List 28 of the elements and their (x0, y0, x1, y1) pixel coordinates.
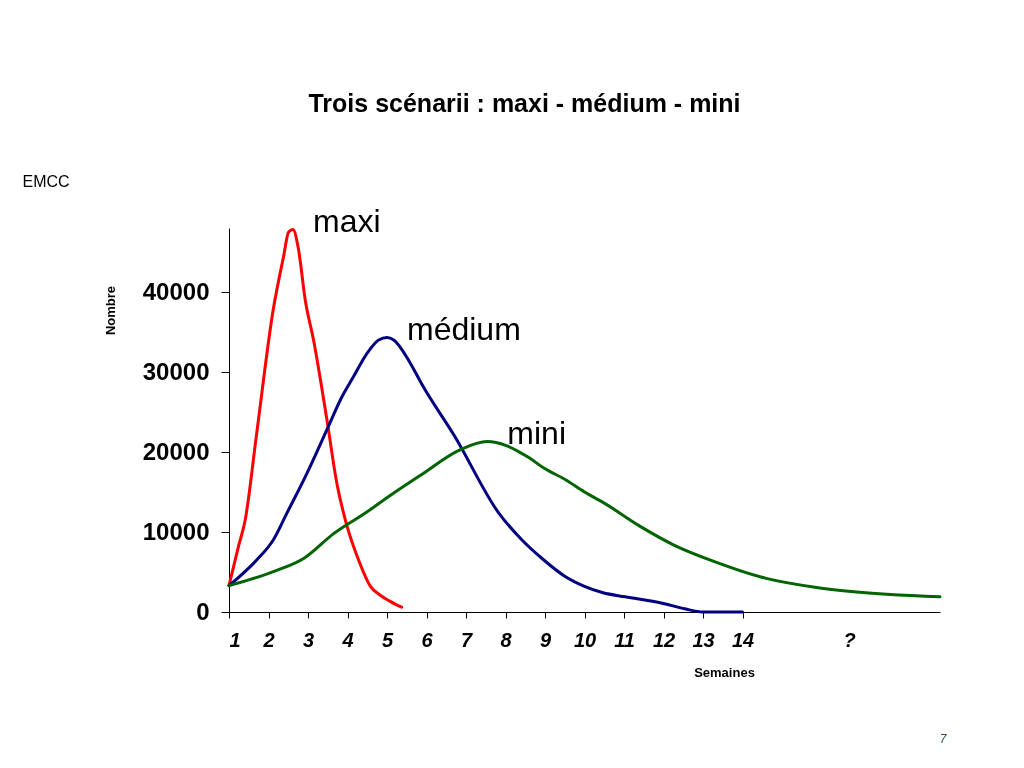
y-tick-label: 20000 (142, 437, 210, 465)
x-tick-label: 6 (421, 628, 434, 651)
series-label: médium (407, 310, 521, 347)
x-axis-title: Semaines (694, 664, 755, 680)
y-axis-title: Nombre (102, 285, 118, 336)
x-tick-label: 11 (614, 628, 635, 651)
y-tick-label: 40000 (142, 277, 210, 305)
y-tick-label: 30000 (142, 357, 210, 385)
x-tick-label: 7 (460, 628, 473, 651)
text: 7 (939, 732, 948, 746)
x-tick-label: 12 (652, 628, 676, 651)
y-tick-label: 0 (196, 597, 210, 625)
x-tick-label: ? (843, 628, 856, 651)
x-tick-label: 14 (731, 628, 755, 651)
x-tick-label: 3 (302, 628, 315, 651)
x-tick-label: 2 (262, 628, 275, 651)
x-tick-label: 9 (539, 628, 552, 651)
x-tick-label: 13 (692, 628, 715, 651)
x-tick-label: 1 (229, 628, 241, 651)
series-label: maxi (312, 202, 381, 239)
x-tick-label: 5 (381, 628, 394, 651)
chart-title: Trois scénarii : maxi - médium - mini (308, 89, 741, 117)
text: EMCC (22, 173, 70, 190)
x-tick-label: 4 (341, 628, 354, 651)
x-tick-label: 8 (500, 628, 513, 651)
x-tick-label: 10 (573, 628, 597, 651)
y-tick-label: 10000 (142, 517, 210, 545)
series-label: mini (507, 414, 566, 451)
